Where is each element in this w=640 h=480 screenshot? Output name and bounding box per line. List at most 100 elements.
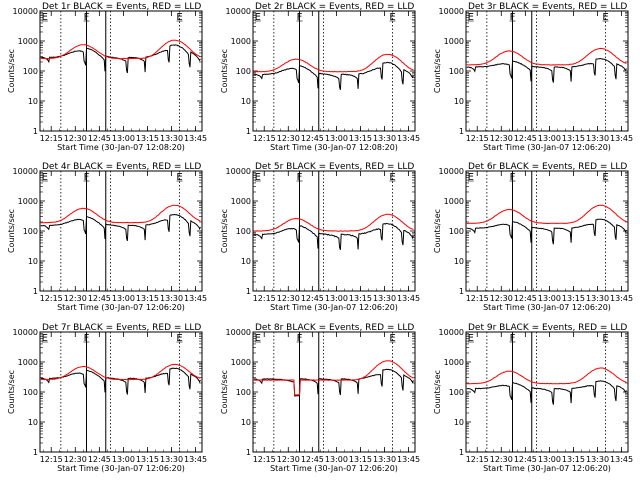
y-tick-label: 10000 [13,7,38,16]
events-series-line [253,61,414,91]
x-tick-label: 12:15 [466,455,489,464]
y-tick-label: 10 [454,97,464,106]
region-marker-label: E [389,333,395,344]
y-tick-label: 10000 [439,167,464,176]
y-tick-label: 10000 [13,328,38,337]
x-tick-label: 13:00 [325,134,348,143]
y-tick-label: 1000 [444,197,464,206]
panel-title: Det 3r BLACK = Events, RED = LLD [468,2,627,12]
x-axis-label: Start Time (30-Jan-07 12:06:20) [483,464,611,473]
x-tick-label: 12:15 [40,294,63,303]
x-tick-label: 13:00 [538,455,561,464]
x-tick-label: 13:45 [184,134,207,143]
x-axis-label: Start Time (30-Jan-07 12:06:20) [483,303,611,312]
y-axis-label: Counts/sec [433,209,442,253]
y-tick-label: 100 [449,227,464,236]
x-tick-label: 12:45 [514,294,537,303]
x-tick-label: 13:30 [373,134,396,143]
panel-6: Det 6r BLACK = Events, RED = LLD 1 10 100 10… [433,162,633,312]
region-marker-label: E [602,172,608,183]
x-tick-label: 12:30 [64,134,87,143]
x-tick-label: 12:45 [88,294,111,303]
x-tick-label: 13:45 [184,455,207,464]
events-series-line [466,57,627,83]
x-tick-label: 13:15 [136,455,159,464]
x-tick-label: 12:15 [40,134,63,143]
region-marker-label: E [176,333,182,344]
x-tick-label: 12:30 [490,294,513,303]
x-tick-label: 12:30 [64,294,87,303]
x-tick-label: 13:15 [136,294,159,303]
panel-9: Det 9r BLACK = Events, RED = LLD 1 10 100 10… [433,323,633,473]
panel-title: Det 6r BLACK = Events, RED = LLD [468,162,627,172]
lld-series-line [253,360,414,396]
region-marker-label: E [255,172,261,183]
region-marker-label: E [468,333,474,344]
y-axis-label: Counts/sec [220,209,229,253]
panel-title: Det 4r BLACK = Events, RED = LLD [42,162,201,172]
lld-series-line [40,39,201,60]
lld-series-line [40,204,201,224]
y-tick-label: 10000 [226,328,251,337]
y-axis-label: Counts/sec [433,370,442,414]
x-tick-label: 13:00 [112,455,135,464]
y-tick-label: 1 [33,127,38,136]
y-tick-label: 1 [33,448,38,457]
x-tick-label: 13:45 [610,134,633,143]
y-tick-label: 1000 [231,197,251,206]
y-tick-label: 1 [33,287,38,296]
x-tick-label: 12:45 [301,455,324,464]
x-tick-label: 12:15 [253,455,276,464]
events-series-line [253,368,414,397]
region-marker-label: E [468,172,474,183]
region-marker-label: E [42,12,48,23]
plot-frame [39,170,203,292]
y-axis-label: Counts/sec [433,49,442,93]
y-tick-label: 1000 [231,37,251,46]
events-series-line [40,213,201,242]
x-tick-label: 13:30 [586,134,609,143]
x-tick-label: 13:15 [562,294,585,303]
x-axis-label: Start Time (30-Jan-07 12:06:20) [483,143,611,152]
y-tick-label: 10 [28,257,38,266]
region-marker-label: E [602,333,608,344]
panel-title: Det 8r BLACK = Events, RED = LLD [255,323,414,333]
panel-4: Det 4r BLACK = Events, RED = LLD 1 10 100 10… [7,162,207,312]
y-tick-label: 1 [246,287,251,296]
x-tick-label: 13:45 [397,455,420,464]
y-tick-label: 1000 [18,197,38,206]
panel-title: Det 2r BLACK = Events, RED = LLD [255,2,414,12]
x-tick-label: 12:15 [40,455,63,464]
x-tick-label: 13:15 [349,134,372,143]
region-marker-label: E [176,12,182,23]
lld-series-line [466,367,627,385]
x-tick-label: 12:45 [88,455,111,464]
y-axis-label: Counts/sec [7,209,16,253]
x-tick-label: 13:00 [538,134,561,143]
x-tick-label: 13:45 [397,294,420,303]
region-marker-label: F [297,333,303,344]
x-axis-label: Start Time (30-Jan-07 12:08:20) [270,143,398,152]
panel-3: Det 3r BLACK = Events, RED = LLD 1 10 100 10… [433,2,633,152]
y-tick-label: 10 [454,257,464,266]
x-axis-label: Start Time (30-Jan-07 12:06:20) [57,464,185,473]
events-series-line [466,218,627,245]
x-axis-label: Start Time (30-Jan-07 12:06:20) [270,303,398,312]
events-series-line [253,222,414,251]
x-tick-label: 13:15 [349,455,372,464]
x-tick-label: 13:15 [136,134,159,143]
x-tick-label: 13:30 [586,455,609,464]
region-marker-label: F [510,12,516,23]
y-tick-label: 10000 [439,7,464,16]
region-marker-label: E [255,333,261,344]
region-marker-label: E [389,172,395,183]
plot-frame [39,331,203,453]
plot-frame [465,10,629,132]
x-tick-label: 12:45 [301,134,324,143]
x-tick-label: 13:45 [610,455,633,464]
y-tick-label: 100 [236,227,251,236]
lld-series-line [253,213,414,232]
panel-1: Det 1r BLACK = Events, RED = LLD 1 10 100 10… [7,2,207,152]
events-series-line [40,367,201,395]
